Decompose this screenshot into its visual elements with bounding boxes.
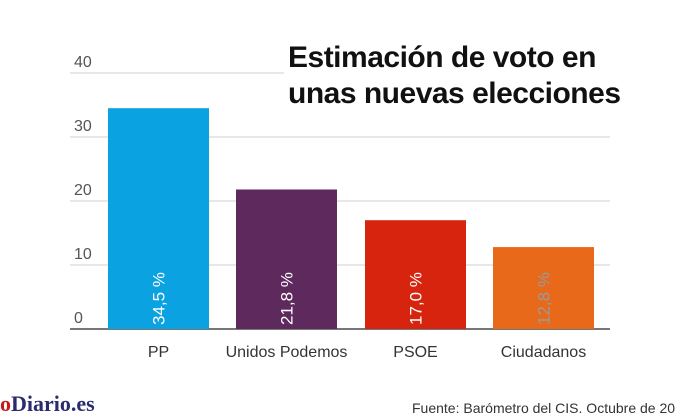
eldiario-logo[interactable]: oDiario.es xyxy=(0,391,95,417)
bar-pp xyxy=(108,108,209,329)
y-tick-label-30: 30 xyxy=(74,118,92,135)
y-tick-label-40: 40 xyxy=(74,54,92,71)
source-note: Fuente: Barómetro del CIS. Octubre de 20 xyxy=(412,400,676,416)
y-tick-label-20: 20 xyxy=(74,182,92,199)
data-label-unidos-podemos: 21,8 % xyxy=(278,272,297,325)
category-label-unidos-podemos: Unidos Podemos xyxy=(226,344,348,361)
category-label-psoe: PSOE xyxy=(393,344,437,361)
bar-unidos-podemos xyxy=(236,189,337,329)
x-axis-category-labels: PP Unidos Podemos PSOE Ciudadanos xyxy=(148,344,586,361)
data-label-pp: 34,5 % xyxy=(150,272,169,325)
chart-title-line-2: unas nuevas elecciones xyxy=(288,77,621,110)
y-tick-label-10: 10 xyxy=(74,246,92,263)
bar-psoe xyxy=(365,220,466,329)
bars xyxy=(108,108,594,329)
data-labels: 34,5 % 21,8 % 17,0 % 12,8 % xyxy=(150,272,554,325)
data-label-psoe: 17,0 % xyxy=(407,272,426,325)
y-axis-tick-labels: 0 10 20 30 40 xyxy=(74,54,92,327)
chart-title: Estimación de voto en unas nuevas elecci… xyxy=(284,38,627,114)
category-label-pp: PP xyxy=(148,344,169,361)
logo-part-2: Diario.es xyxy=(11,391,95,416)
logo-part-1: o xyxy=(0,391,11,416)
y-tick-label-0: 0 xyxy=(74,310,83,327)
chart-title-line-1: Estimación de voto en xyxy=(288,41,596,74)
data-label-ciudadanos: 12,8 % xyxy=(535,272,554,325)
category-label-ciudadanos: Ciudadanos xyxy=(501,344,586,361)
bar-ciudadanos xyxy=(493,247,594,329)
